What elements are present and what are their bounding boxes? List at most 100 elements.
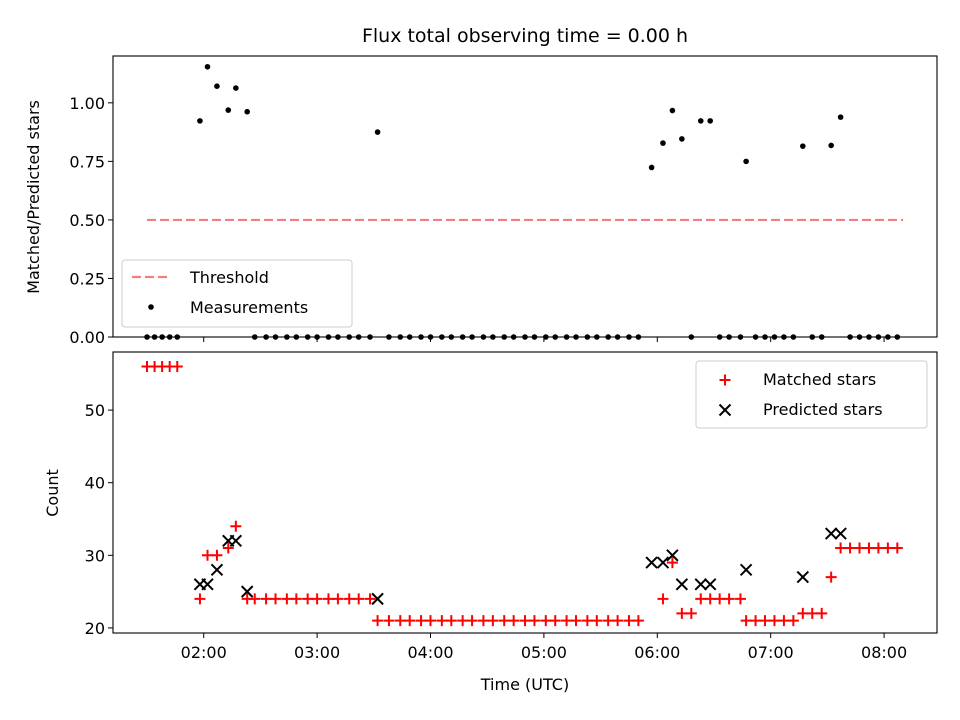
- x-tick-label: 04:00: [407, 643, 453, 662]
- ratio-panel: Flux total observing time = 0.00 h 0.00 0…: [24, 25, 938, 347]
- measurement-point: [707, 118, 714, 124]
- measurement-point: [648, 164, 655, 171]
- measurement-point: [743, 158, 749, 165]
- matched-star-point: [201, 549, 213, 561]
- matched-star-point: [281, 593, 293, 605]
- matched-star-point: [171, 361, 183, 373]
- matched-star-point: [549, 615, 561, 627]
- count-y-axis: 20 30 40 50: [85, 401, 113, 638]
- x-tick-label: 02:00: [181, 643, 227, 662]
- matched-star-point: [723, 593, 735, 605]
- measurement-point: [244, 108, 250, 115]
- x-tick-label: 07:00: [748, 643, 794, 662]
- matched-star-point: [332, 593, 344, 605]
- matched-star-point: [695, 593, 707, 605]
- matched-star-point: [519, 615, 531, 627]
- measurement-point: [197, 118, 203, 124]
- predicted-star-point: [371, 592, 384, 606]
- matched-star-point: [759, 615, 771, 627]
- legend-box: [121, 259, 353, 328]
- matched-star-point: [270, 593, 282, 605]
- matched-star-point: [676, 607, 688, 619]
- matched-star-point: [825, 571, 837, 583]
- matched-star-point: [612, 615, 624, 627]
- matched-star-point: [787, 615, 799, 627]
- matched-star-point: [844, 542, 856, 554]
- legend-label: Matched stars: [763, 370, 876, 389]
- predicted-star-point: [824, 527, 838, 540]
- matched-star-point: [704, 593, 716, 605]
- matched-star-point: [882, 542, 894, 554]
- predicted-star-point: [796, 570, 810, 584]
- legend-label: Measurements: [190, 298, 308, 317]
- measurement-point: [225, 107, 232, 113]
- matched-star-point: [436, 615, 448, 627]
- matched-star-point: [383, 615, 395, 627]
- matched-star-point: [211, 549, 223, 561]
- predicted-star-point: [201, 578, 214, 591]
- matched-star-point: [623, 615, 635, 627]
- measurement-point: [669, 107, 676, 114]
- x-tick-label: 03:00: [294, 643, 340, 662]
- predicted-star-point: [704, 578, 717, 591]
- matched-star-point: [570, 615, 582, 627]
- matched-star-point: [891, 542, 903, 554]
- y-tick-label: 0.25: [69, 269, 105, 288]
- measurement-point: [204, 63, 211, 70]
- matched-star-point: [816, 607, 828, 619]
- matched-star-point: [632, 615, 644, 627]
- matched-star-point: [666, 557, 678, 569]
- matched-star-point: [602, 615, 614, 627]
- legend-measurement-swatch: [148, 304, 154, 310]
- y-tick-label: 50: [85, 401, 105, 420]
- count-plot-area: [141, 361, 903, 627]
- predicted-star-point: [675, 578, 689, 591]
- y-tick-label: 30: [85, 546, 105, 565]
- y-tick-label: 40: [85, 474, 105, 493]
- y-tick-label: 0.00: [69, 328, 105, 347]
- matched-star-point: [445, 615, 457, 627]
- ratio-axes-frame: [112, 55, 938, 338]
- predicted-star-point: [694, 578, 707, 591]
- matched-star-point: [425, 615, 437, 627]
- matched-star-point: [322, 593, 334, 605]
- measurement-point: [214, 83, 220, 90]
- count-y-axis-label: Count: [43, 469, 62, 517]
- predicted-star-point: [834, 527, 847, 540]
- matched-star-point: [714, 593, 726, 605]
- measurement-point: [837, 114, 844, 120]
- matched-star-point: [778, 615, 790, 627]
- matched-star-point: [343, 593, 355, 605]
- matched-star-point: [498, 615, 510, 627]
- measurement-point: [828, 142, 834, 149]
- matched-star-point: [260, 593, 272, 605]
- matched-star-point: [487, 615, 499, 627]
- predicted-star-point: [210, 563, 224, 577]
- matched-star-point: [797, 607, 809, 619]
- legend-box: [695, 360, 928, 429]
- matched-star-point: [740, 615, 752, 627]
- matched-star-point: [863, 542, 875, 554]
- matched-star-point: [353, 593, 365, 605]
- matched-star-point: [222, 542, 234, 554]
- legend-label: Predicted stars: [763, 400, 883, 419]
- matched-star-point: [540, 615, 552, 627]
- legend-matched-swatch: [719, 374, 731, 386]
- predicted-star-point: [666, 549, 679, 562]
- x-tick-label: 05:00: [521, 643, 567, 662]
- matched-star-point: [302, 593, 314, 605]
- matched-star-point: [372, 615, 384, 627]
- matched-star-point: [591, 615, 603, 627]
- matched-star-point: [528, 615, 540, 627]
- matched-star-point: [249, 593, 261, 605]
- matched-star-point: [657, 593, 669, 605]
- matched-star-point: [685, 607, 697, 619]
- predicted-star-point: [229, 534, 243, 547]
- measurement-point: [374, 129, 381, 135]
- measurement-point: [679, 136, 685, 142]
- predicted-star-point: [240, 585, 254, 598]
- predicted-star-point: [656, 556, 670, 569]
- chart-title: Flux total observing time = 0.00 h: [362, 25, 688, 47]
